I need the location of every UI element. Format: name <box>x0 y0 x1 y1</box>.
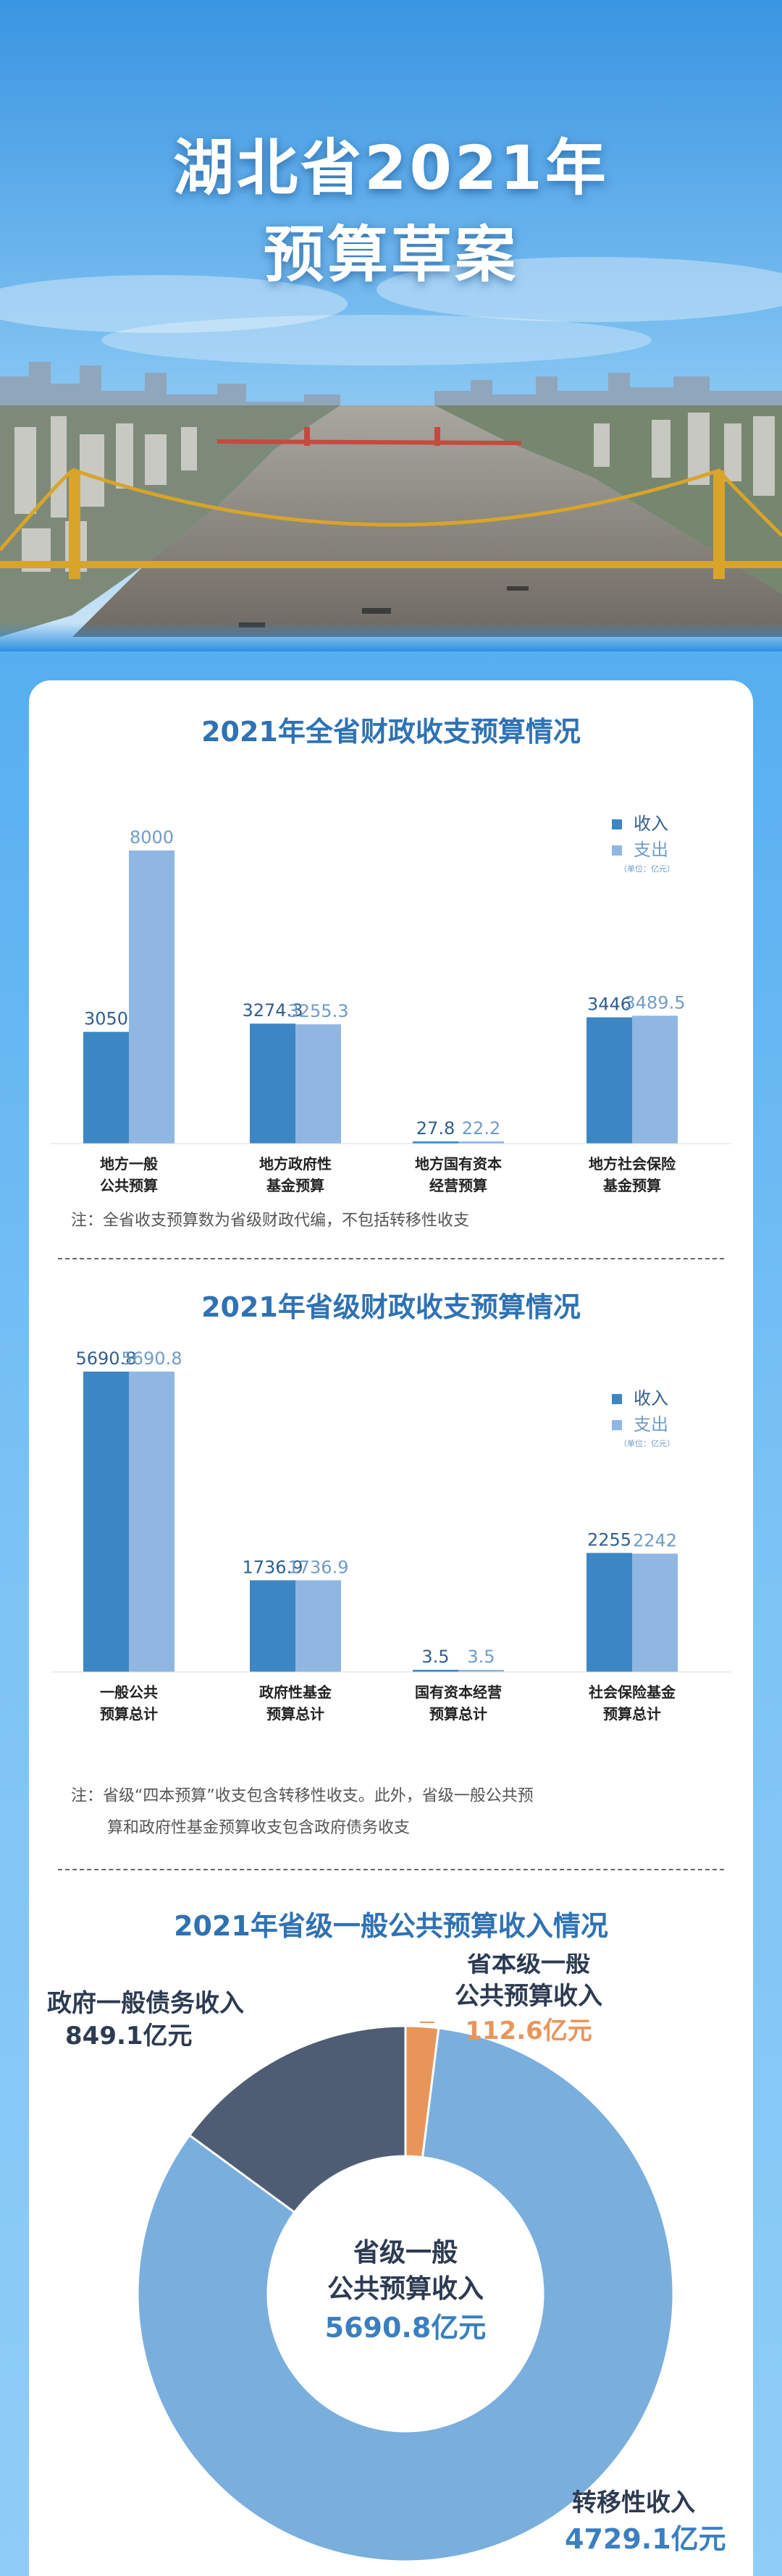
chart1-note: 注：全省收支预算数为省级财政代编，不包括转移性收支 <box>71 1212 470 1230</box>
category-label: 公共预算 <box>100 1177 158 1194</box>
category-label: 预算总计 <box>603 1705 661 1723</box>
expense-bar <box>632 1015 678 1144</box>
expense-bar <box>458 1141 504 1144</box>
category-label: 地方国有资本 <box>415 1155 502 1173</box>
income-bar <box>413 1141 458 1144</box>
category-label: 地方一般 <box>100 1155 158 1173</box>
center-value: 5690.8亿元 <box>325 2312 487 2344</box>
slice-label: 转移性收入 <box>572 2488 695 2517</box>
center-label: 公共预算收入 <box>327 2274 484 2304</box>
legend-income-swatch <box>612 819 622 829</box>
unit-note: （单位：亿元） <box>619 1438 675 1448</box>
chart2-note-line1: 注：省级“四本预算”收支包含转移性收支。此外，省级一般公共预 <box>71 1787 534 1805</box>
income-value-label: 3446 <box>587 994 631 1015</box>
expense-value-label: 3255.3 <box>288 1001 349 1021</box>
category-label: 地方政府性 <box>259 1155 332 1173</box>
slice-label: 政府一般债务收入 <box>47 1989 244 2018</box>
category-label: 国有资本经营 <box>415 1684 502 1701</box>
income-bar <box>586 1017 632 1144</box>
category-label: 社会保险基金 <box>588 1684 676 1701</box>
category-label: 政府性基金 <box>259 1684 332 1701</box>
expense-value-label: 2242 <box>633 1531 677 1551</box>
chart2-note-line2: 算和政府性基金预算收支包含政府债务收支 <box>107 1819 411 1837</box>
expense-bar <box>458 1670 504 1672</box>
legend-income-label: 收入 <box>634 1388 668 1409</box>
city-river-illustration <box>0 0 782 651</box>
category-label: 基金预算 <box>266 1177 324 1194</box>
income-value-label: 3274.3 <box>243 1000 303 1021</box>
expense-bar <box>632 1553 678 1672</box>
legend-expense-label: 支出 <box>634 1414 668 1435</box>
divider <box>58 1258 724 1259</box>
slice-value: 4729.1亿元 <box>565 2523 726 2555</box>
expense-value-label: 1736.9 <box>288 1557 349 1577</box>
divider <box>58 1869 724 1870</box>
slice-value: 112.6亿元 <box>465 2017 592 2045</box>
legend-income-swatch <box>612 1394 622 1404</box>
content-card: 2021年全省财政收支预算情况 3050 8000 地方一般公共预算 3274.3 32… <box>29 680 753 2576</box>
legend-expense-swatch <box>612 1420 622 1430</box>
slice-value: 849.1亿元 <box>65 2022 193 2051</box>
expense-value-label: 3489.5 <box>625 992 686 1013</box>
income-bar <box>413 1670 458 1672</box>
category-label: 预算总计 <box>100 1705 158 1723</box>
expense-bar <box>295 1024 341 1144</box>
donut-slice <box>188 2024 407 2214</box>
chart1-title: 2021年全省财政收支预算情况 <box>201 716 581 748</box>
income-value-label: 2255 <box>587 1530 631 1550</box>
expense-bar <box>129 850 175 1144</box>
category-label: 基金预算 <box>603 1177 661 1194</box>
slice-label: 公共预算收入 <box>455 1982 602 2011</box>
income-bar <box>83 1372 129 1672</box>
chart3-donut-chart: 省级一般公共预算收入5690.8亿元省本级一般公共预算收入112.6亿元政府一般… <box>47 1954 726 2563</box>
donut-slice <box>136 2027 675 2563</box>
category-label: 地方社会保险 <box>589 1155 676 1173</box>
income-bar <box>250 1023 295 1144</box>
expense-value-label: 3.5 <box>467 1647 495 1667</box>
page-title-line2: 预算草案 <box>263 219 518 290</box>
income-value-label: 5690.8 <box>76 1348 137 1369</box>
category-label: 预算总计 <box>266 1705 324 1723</box>
hero-banner: 湖北省2021年 预算草案 <box>0 0 782 651</box>
chart3-title: 2021年省级一般公共预算收入情况 <box>174 1910 608 1942</box>
income-bar <box>250 1580 295 1672</box>
page-title-line1: 湖北省2021年 <box>173 132 609 203</box>
legend-expense-swatch <box>612 845 622 856</box>
expense-value-label: 8000 <box>130 827 174 848</box>
income-value-label: 1736.9 <box>243 1557 303 1577</box>
slice-label: 省本级一般 <box>467 1954 590 1978</box>
income-value-label: 3050 <box>84 1009 128 1029</box>
income-bar <box>586 1553 632 1672</box>
category-label: 经营预算 <box>429 1177 487 1194</box>
legend-expense-label: 支出 <box>634 840 668 860</box>
income-bar <box>83 1031 129 1144</box>
expense-value-label: 5690.8 <box>122 1348 182 1369</box>
income-value-label: 27.8 <box>416 1118 455 1139</box>
category-label: 预算总计 <box>429 1705 487 1723</box>
expense-value-label: 22.2 <box>462 1118 500 1139</box>
chart2-title: 2021年省级财政收支预算情况 <box>201 1291 581 1323</box>
expense-bar <box>295 1580 341 1672</box>
center-label: 省级一般 <box>353 2238 458 2268</box>
unit-note: （单位：亿元） <box>619 863 675 874</box>
legend-income-label: 收入 <box>634 814 668 834</box>
expense-bar <box>129 1372 175 1672</box>
category-label: 一般公共 <box>100 1684 158 1701</box>
income-value-label: 3.5 <box>421 1647 449 1667</box>
